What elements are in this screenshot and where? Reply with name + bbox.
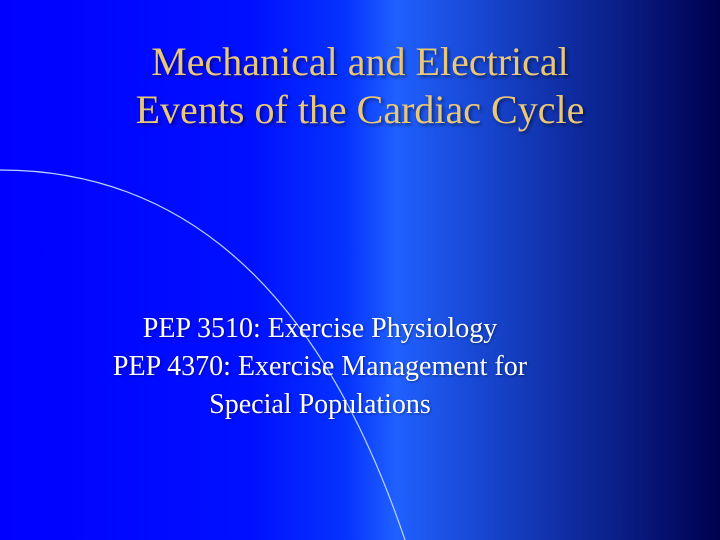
slide: Mechanical and Electrical Events of the … bbox=[0, 0, 720, 540]
slide-title: Mechanical and Electrical Events of the … bbox=[0, 38, 720, 134]
subtitle-line-3: Special Populations bbox=[40, 386, 600, 424]
slide-subtitle: PEP 3510: Exercise Physiology PEP 4370: … bbox=[40, 310, 600, 423]
title-line-1: Mechanical and Electrical bbox=[0, 38, 720, 86]
title-line-2: Events of the Cardiac Cycle bbox=[0, 86, 720, 134]
subtitle-line-1: PEP 3510: Exercise Physiology bbox=[40, 310, 600, 348]
subtitle-line-2: PEP 4370: Exercise Management for bbox=[40, 348, 600, 386]
